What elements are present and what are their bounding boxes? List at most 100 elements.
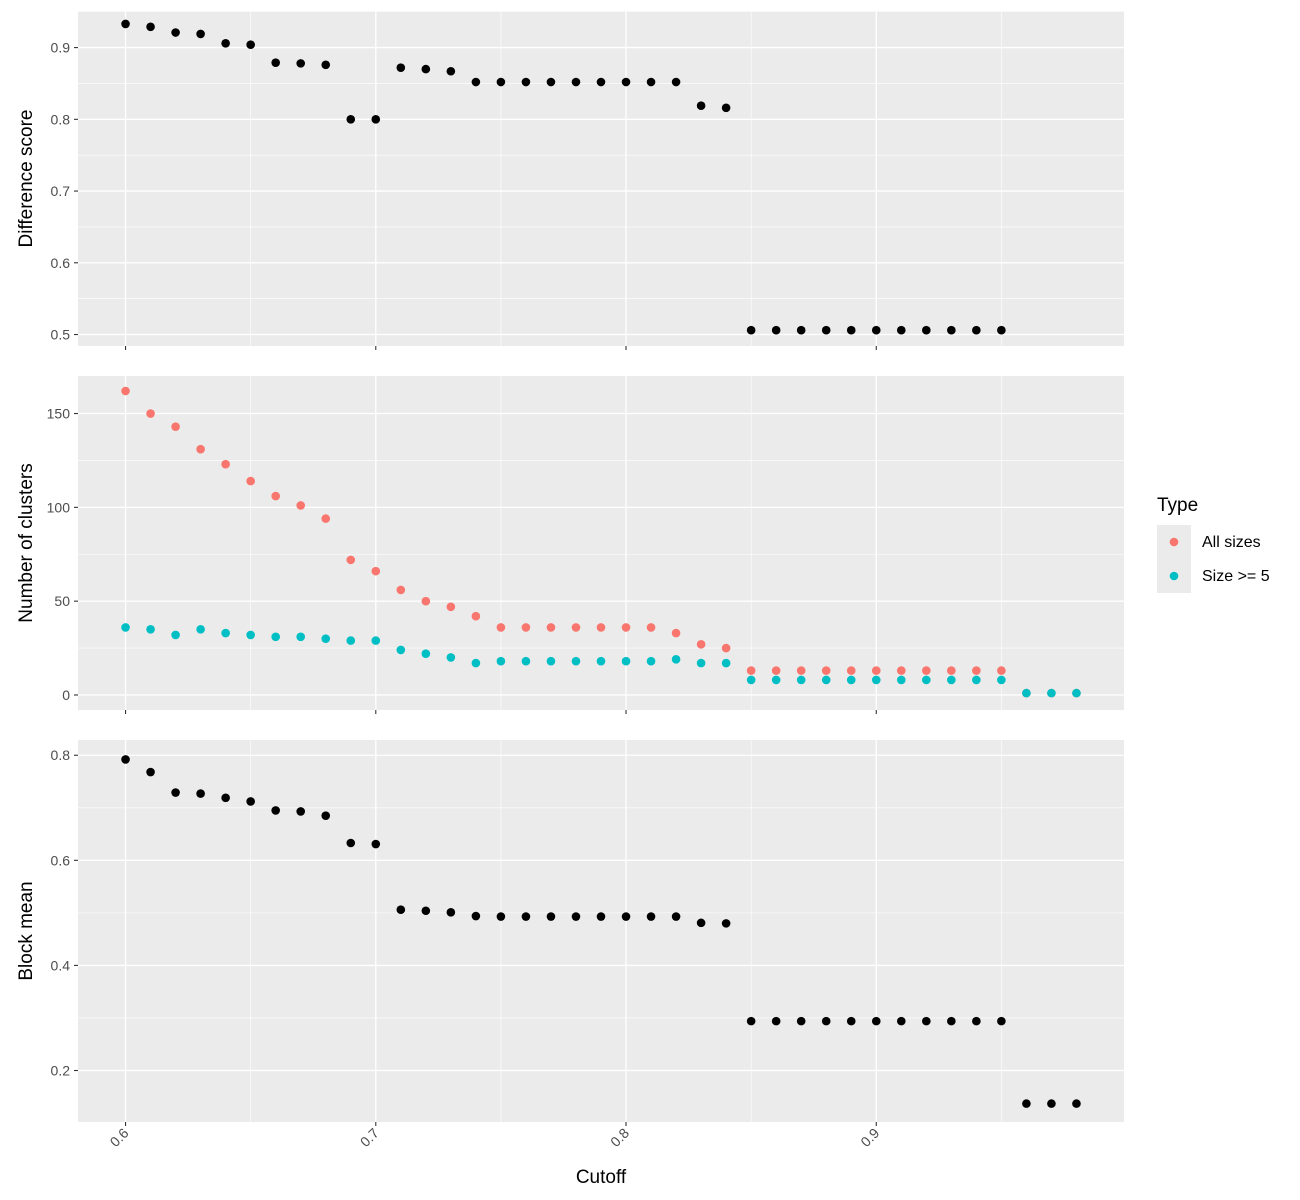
data-point <box>371 566 381 576</box>
data-point <box>496 656 506 666</box>
data-point <box>321 60 331 70</box>
data-point <box>947 675 956 685</box>
panel-background <box>78 11 1124 346</box>
data-point <box>771 675 781 685</box>
legend-swatch <box>1169 571 1179 581</box>
data-point <box>496 77 506 87</box>
data-point <box>396 63 406 72</box>
data-point <box>296 501 306 510</box>
data-point <box>972 325 981 335</box>
y-tick-label: 0.9 <box>51 40 71 56</box>
data-point <box>746 666 756 675</box>
data-point <box>696 658 706 668</box>
data-point <box>696 640 706 649</box>
legend-label: Size >= 5 <box>1202 568 1270 585</box>
data-point <box>721 919 731 928</box>
data-point <box>621 623 631 632</box>
data-point <box>846 675 856 685</box>
data-point <box>646 912 656 921</box>
data-point <box>947 325 956 335</box>
data-point <box>771 666 781 675</box>
legend-swatch <box>1169 537 1179 547</box>
data-point <box>721 658 731 668</box>
data-point <box>546 623 556 632</box>
data-point <box>821 666 831 675</box>
data-point <box>796 325 806 335</box>
data-point <box>972 1016 981 1026</box>
data-point <box>346 115 356 124</box>
data-point <box>171 630 180 640</box>
data-point <box>972 675 981 685</box>
data-point <box>446 908 456 917</box>
data-point <box>922 675 931 685</box>
data-point <box>321 514 331 523</box>
data-point <box>221 38 230 48</box>
data-point <box>1072 688 1081 698</box>
data-point <box>146 625 155 634</box>
data-point <box>271 58 280 67</box>
data-point <box>646 77 656 87</box>
data-point <box>296 59 306 68</box>
y-axis-title: Number of clusters <box>16 463 37 622</box>
y-tick-label: 0.8 <box>51 747 71 763</box>
data-point <box>421 596 431 606</box>
data-point <box>121 386 130 396</box>
x-axis-title: Cutoff <box>576 1167 627 1188</box>
data-point <box>896 325 906 335</box>
data-point <box>821 325 831 335</box>
data-point <box>596 77 606 87</box>
panel-3: 0.2 0.4 0.6 0.8 Block mean <box>16 740 1124 1126</box>
data-point <box>146 22 155 32</box>
data-point <box>1072 1099 1081 1108</box>
data-point <box>496 912 506 921</box>
y-tick-label: 0.2 <box>51 1063 71 1079</box>
data-point <box>621 77 631 87</box>
data-point <box>746 325 756 335</box>
data-point <box>646 656 656 666</box>
y-tick-label: 0.4 <box>51 957 71 973</box>
data-point <box>521 656 531 666</box>
data-point <box>146 767 155 777</box>
data-point <box>546 912 556 921</box>
data-point <box>746 675 756 685</box>
data-point <box>621 656 631 666</box>
data-point <box>721 643 731 653</box>
data-point <box>596 656 606 666</box>
y-axis-title: Difference score <box>16 110 37 248</box>
data-point <box>246 40 255 50</box>
legend: Type All sizes Size >= 5 <box>1157 495 1270 593</box>
data-point <box>271 632 280 642</box>
data-point <box>521 623 531 632</box>
data-point <box>246 797 255 806</box>
data-point <box>596 623 606 632</box>
panel-2: 0 50 100 150 Number of clusters <box>16 376 1124 714</box>
data-point <box>596 912 606 921</box>
data-point <box>997 666 1006 675</box>
y-tick-label: 0.6 <box>51 852 71 868</box>
data-point <box>947 666 956 675</box>
data-point <box>296 807 306 816</box>
data-point <box>896 666 906 675</box>
data-point <box>1022 1099 1031 1108</box>
data-point <box>446 653 456 662</box>
data-point <box>246 476 255 486</box>
legend-title: Type <box>1157 495 1198 516</box>
panel-1: 0.5 0.6 0.7 0.8 0.9 Difference score <box>16 11 1124 350</box>
data-point <box>871 675 881 685</box>
data-point <box>671 912 681 921</box>
data-point <box>771 325 781 335</box>
data-point <box>696 101 706 110</box>
y-tick-label: 0.6 <box>51 255 71 271</box>
data-point <box>871 666 881 675</box>
y-tick-label: 50 <box>54 593 70 609</box>
data-point <box>871 1016 881 1026</box>
data-point <box>571 623 581 632</box>
y-tick-label: 0.5 <box>51 327 71 343</box>
data-point <box>396 585 406 595</box>
data-point <box>796 666 806 675</box>
data-point <box>546 656 556 666</box>
data-point <box>922 666 931 675</box>
data-point <box>346 636 356 645</box>
data-point <box>121 623 130 632</box>
